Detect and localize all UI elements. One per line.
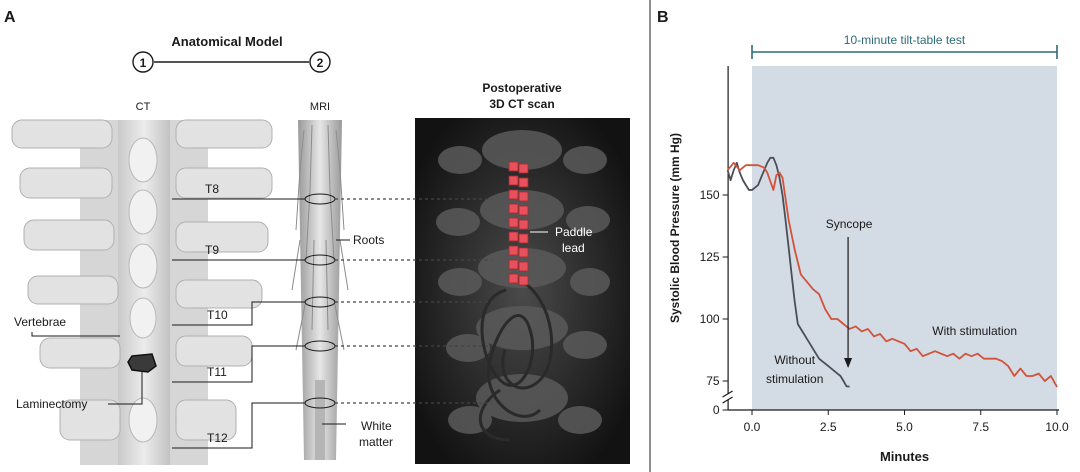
- postop-scan-image: [415, 118, 630, 464]
- scan-title-line1: Postoperative: [482, 81, 562, 95]
- step1-circle: [132, 51, 154, 73]
- y-tick-label: 0: [713, 403, 720, 417]
- level-t11: T11: [207, 365, 227, 379]
- level-t12: T12: [207, 431, 228, 445]
- series-line-without-stimulation: [726, 156, 850, 388]
- laminectomy-hole: [127, 353, 157, 373]
- level-leader-lines: [172, 198, 305, 449]
- axis-break-mark-1: [722, 390, 733, 398]
- ct-label: CT: [136, 101, 151, 113]
- x-tick-label: 5.0: [896, 420, 913, 434]
- panel-a: A Anatomical Model 1 2 CT MRI Postoperat…: [4, 0, 651, 472]
- x-tick-label: 2.5: [820, 420, 837, 434]
- shaded-test-region: [752, 66, 1057, 410]
- roots-label: Roots: [353, 233, 384, 247]
- mri-cord-image: [291, 120, 349, 460]
- without-stimulation-label-line2: stimulation: [766, 372, 823, 386]
- x-tick-label: 10.0: [1045, 420, 1069, 434]
- paddle-lead: [508, 161, 529, 286]
- syncope-arrow: [844, 237, 853, 368]
- dashed-projections: [335, 198, 492, 404]
- x-tick-label: 0.0: [744, 420, 761, 434]
- series-layer: [726, 156, 1058, 388]
- panel-b-letter: B: [657, 9, 669, 26]
- step2-circle: [309, 51, 331, 73]
- syncope-label: Syncope: [826, 217, 873, 231]
- white-matter-line1: White: [361, 419, 392, 433]
- syncope-arrow-head: [844, 358, 853, 368]
- y-axis-ticks: 0 75 100 125 150: [700, 188, 728, 417]
- paddle-label-line2: lead: [562, 241, 585, 255]
- level-t9: T9: [205, 243, 219, 257]
- laminectomy-leader: [108, 372, 143, 405]
- vertebrae-label: Vertebrae: [14, 315, 66, 329]
- white-matter-line2: matter: [359, 435, 393, 449]
- chart-axes: [722, 66, 1059, 411]
- y-axis-label: Systolic Blood Pressure (mm Hg): [668, 133, 682, 323]
- mri-label: MRI: [310, 101, 330, 113]
- level-t10: T10: [207, 308, 228, 322]
- x-tick-label: 7.5: [972, 420, 989, 434]
- y-tick-label: 150: [700, 188, 720, 202]
- vertebrae-leader: [31, 332, 120, 337]
- scan-title-line2: 3D CT scan: [489, 97, 554, 111]
- y-tick-label: 75: [706, 374, 720, 388]
- series-line-with-stimulation: [726, 161, 1058, 388]
- model-title: Anatomical Model: [171, 34, 282, 49]
- with-stimulation-label: With stimulation: [932, 324, 1017, 338]
- paddle-label-line1: Paddle: [555, 225, 593, 239]
- axis-break-mark-2: [722, 396, 733, 404]
- test-duration-label: 10-minute tilt-table test: [844, 33, 966, 47]
- without-stimulation-label-line1: Without: [774, 353, 815, 367]
- panel-a-letter: A: [4, 9, 16, 26]
- laminectomy-label: Laminectomy: [16, 397, 87, 411]
- y-tick-label: 100: [700, 312, 720, 326]
- x-axis-label: Minutes: [880, 449, 929, 464]
- step1-number: 1: [140, 56, 147, 70]
- level-t8: T8: [205, 182, 219, 196]
- step2-number: 2: [317, 56, 324, 70]
- x-axis-ticks: 0.0 2.5 5.0 7.5 10.0: [744, 410, 1069, 434]
- test-duration-bar: [751, 45, 1058, 59]
- y-tick-label: 125: [700, 250, 720, 264]
- ct-spine-image: [11, 119, 273, 465]
